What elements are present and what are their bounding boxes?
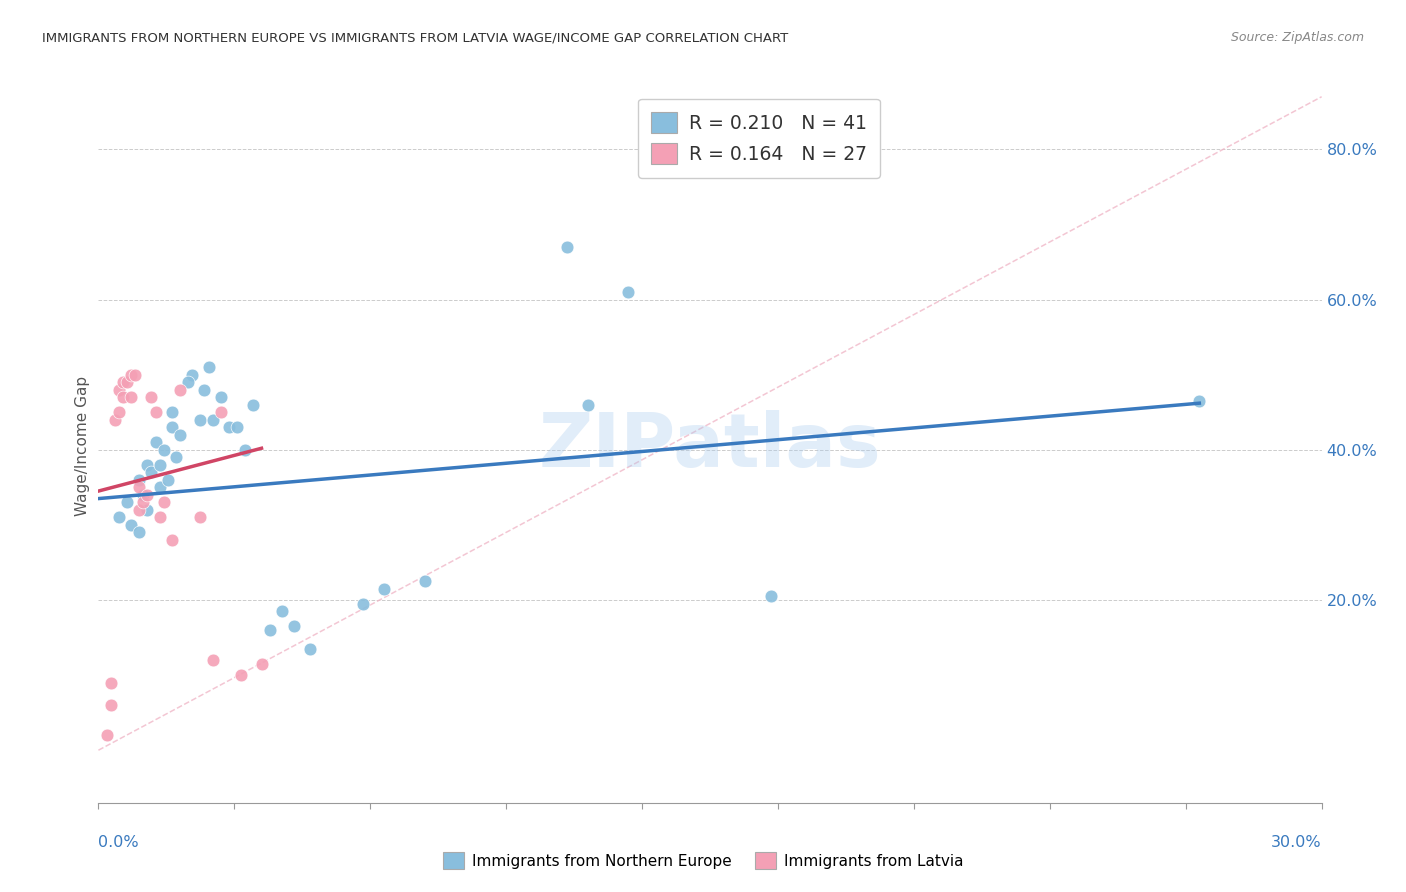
Point xyxy=(177,375,200,389)
Point xyxy=(201,413,224,427)
Point xyxy=(160,420,183,434)
Point xyxy=(100,675,122,690)
Legend: R = 0.210   N = 41, R = 0.164   N = 27: R = 0.210 N = 41, R = 0.164 N = 27 xyxy=(638,99,880,178)
Point xyxy=(115,495,138,509)
Point xyxy=(120,517,142,532)
Text: ZIPatlas: ZIPatlas xyxy=(538,409,882,483)
Point xyxy=(149,458,172,472)
Point xyxy=(149,480,172,494)
Text: Source: ZipAtlas.com: Source: ZipAtlas.com xyxy=(1230,31,1364,45)
Point xyxy=(233,442,256,457)
Point xyxy=(250,657,273,671)
Point xyxy=(100,698,122,713)
Point xyxy=(242,398,264,412)
Text: 0.0%: 0.0% xyxy=(98,836,139,850)
Point xyxy=(283,619,305,633)
Point xyxy=(181,368,204,382)
Point xyxy=(209,405,232,419)
Point xyxy=(115,375,138,389)
Point xyxy=(124,368,146,382)
Point xyxy=(152,442,174,457)
Point xyxy=(141,465,163,479)
Point xyxy=(218,420,240,434)
Point xyxy=(104,413,127,427)
Point xyxy=(128,503,150,517)
Point xyxy=(169,427,191,442)
Point xyxy=(270,604,294,618)
Point xyxy=(413,574,436,589)
Point xyxy=(145,405,167,419)
Point xyxy=(201,653,224,667)
Point xyxy=(111,375,134,389)
Point xyxy=(132,488,155,502)
Point xyxy=(108,405,131,419)
Text: 30.0%: 30.0% xyxy=(1271,836,1322,850)
Point xyxy=(145,435,167,450)
Point xyxy=(209,390,232,404)
Point xyxy=(169,383,191,397)
Point xyxy=(136,488,159,502)
Point xyxy=(128,473,150,487)
Point xyxy=(156,473,179,487)
Point xyxy=(761,589,783,603)
Y-axis label: Wage/Income Gap: Wage/Income Gap xyxy=(75,376,90,516)
Point xyxy=(96,728,118,742)
Legend: Immigrants from Northern Europe, Immigrants from Latvia: Immigrants from Northern Europe, Immigra… xyxy=(437,846,969,875)
Point xyxy=(160,533,183,547)
Text: IMMIGRANTS FROM NORTHERN EUROPE VS IMMIGRANTS FROM LATVIA WAGE/INCOME GAP CORREL: IMMIGRANTS FROM NORTHERN EUROPE VS IMMIG… xyxy=(42,31,789,45)
Point xyxy=(108,510,131,524)
Point xyxy=(299,641,322,656)
Point xyxy=(136,458,159,472)
Point xyxy=(193,383,215,397)
Point xyxy=(111,390,134,404)
Point xyxy=(120,390,142,404)
Point xyxy=(128,525,150,540)
Point xyxy=(108,383,131,397)
Point xyxy=(160,405,183,419)
Point xyxy=(352,597,374,611)
Point xyxy=(188,510,212,524)
Point xyxy=(617,285,640,299)
Point xyxy=(132,495,155,509)
Point xyxy=(141,390,163,404)
Point xyxy=(149,510,172,524)
Point xyxy=(226,420,249,434)
Point xyxy=(197,360,219,375)
Point xyxy=(120,368,142,382)
Point xyxy=(152,495,174,509)
Point xyxy=(231,668,253,682)
Point xyxy=(165,450,187,465)
Point xyxy=(576,398,599,412)
Point xyxy=(259,623,281,637)
Point xyxy=(557,240,579,254)
Point xyxy=(373,582,395,596)
Point xyxy=(188,413,212,427)
Point xyxy=(136,503,159,517)
Point xyxy=(1188,393,1211,408)
Point xyxy=(128,480,150,494)
